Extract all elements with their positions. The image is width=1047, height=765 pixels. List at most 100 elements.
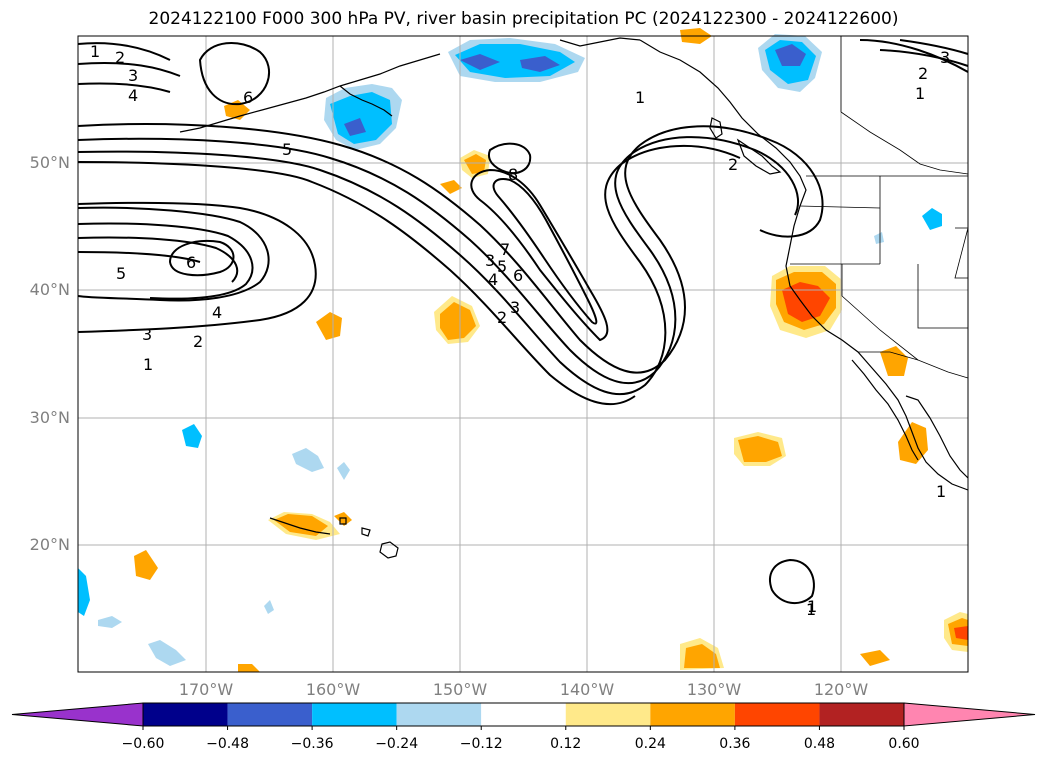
colorbar-extend-min [11, 702, 144, 727]
contour-label: 3 [940, 48, 951, 67]
contour-label: 6 [186, 253, 197, 272]
contour-label: 1 [635, 88, 646, 107]
aleutian-islands [179, 53, 441, 133]
pos-area-hawaii-core [274, 514, 328, 536]
contour-jet-4 [77, 161, 636, 406]
contour-label: 1 [915, 84, 926, 103]
baja-california [851, 359, 919, 461]
neg-area-w-edge [78, 568, 90, 616]
pos-area-mid-n-core [464, 154, 486, 174]
neg-area-aleutian-core [330, 92, 392, 144]
contour-west-6 [168, 240, 235, 277]
neg-area-sw-2 [292, 448, 324, 472]
contour-label: 2 [115, 48, 126, 67]
precip-shading [78, 28, 968, 672]
contour-center-8 [488, 142, 532, 174]
hawaii-oahu [339, 517, 347, 525]
contour-west-low [77, 201, 317, 333]
bc-alberta-border [840, 111, 969, 175]
contour-ne-1 [859, 39, 969, 73]
lat-label-20n: 20°N [29, 535, 70, 554]
contour-label: 6 [513, 266, 524, 285]
contour-label: 4 [212, 303, 223, 322]
contour-label: 1 [807, 597, 818, 616]
contour-jet-2 [77, 136, 800, 385]
contour-label: 5 [116, 264, 127, 283]
lon-label-140w: 140°W [559, 680, 615, 699]
neg-area-sw-3 [337, 462, 350, 480]
borders [790, 36, 969, 379]
contour-label: 5 [282, 140, 293, 159]
pos-area-sw-1 [134, 550, 158, 580]
lat-label-50n: 50°N [29, 153, 70, 172]
pos-area-central-2 [316, 312, 342, 340]
lon-label-150w: 150°W [432, 680, 488, 699]
lon-label-120w: 120°W [813, 680, 869, 699]
pos-area-central-1-core [440, 302, 476, 340]
colorbar-tick-label: 0.48 [803, 736, 836, 752]
colorbar-tick-label: −0.48 [206, 736, 249, 752]
colorbar-tick-label: −0.24 [375, 736, 419, 752]
wa-or-border [799, 205, 881, 209]
hawaii-big-island [379, 541, 399, 559]
contour-ne-3 [899, 39, 969, 55]
hawaii-main [269, 517, 331, 535]
contour-trough-inner-1 [470, 168, 609, 342]
contour-nw-6 [198, 41, 270, 106]
colorbar-tick-label: 0.24 [634, 736, 666, 752]
contour-nw-1 [77, 42, 171, 61]
map-title: 2024122100 F000 300 hPa PV, river basin … [148, 9, 899, 29]
gridlines [78, 36, 968, 672]
nv-ca-border [841, 264, 919, 361]
neg-area-s-3 [264, 600, 274, 614]
contour-nw-3 [77, 82, 171, 93]
colorbar-outline [142, 702, 905, 727]
contour-label: 1 [806, 600, 817, 619]
neg-area-alaska-panhandle-deep [775, 44, 806, 66]
neg-area-s-2 [148, 640, 186, 666]
lon-label-130w: 130°W [686, 680, 742, 699]
contour-label: 7 [500, 240, 511, 259]
colorbar-tick-label: −0.60 [121, 736, 165, 752]
alaska-peninsula [339, 85, 393, 117]
pv-contours [77, 39, 969, 605]
colorbar-tick-label: −0.36 [290, 736, 334, 752]
contour-west-2 [77, 251, 201, 263]
colorbar-segment [143, 703, 228, 726]
colorbar-extend-max [903, 702, 1036, 727]
colorbar-tick-label: 0.12 [550, 736, 582, 752]
contour-jet-3 [77, 144, 741, 395]
contour-label: 3 [128, 66, 139, 85]
colorbar-segment [312, 703, 397, 726]
neg-area-s-1 [98, 616, 122, 628]
coastlines [179, 37, 969, 559]
contour-label: 3 [510, 298, 521, 317]
contour-label: 1 [143, 355, 154, 374]
colorbar-tick-label: −0.12 [459, 736, 503, 752]
neg-area-gulf-alaska-deep [460, 54, 560, 72]
pos-area-hawaii-2 [334, 512, 352, 526]
contour-label: 3 [485, 251, 496, 270]
contour-label: 4 [128, 86, 139, 105]
pos-area-s-1-core [684, 644, 720, 668]
contour-label: 8 [508, 165, 519, 184]
hawaii-maui [361, 527, 371, 537]
contour-label: 5 [497, 257, 508, 276]
contour-label: 1 [936, 482, 947, 501]
pos-area-mid-n2 [440, 180, 462, 194]
contour-west-3 [77, 236, 239, 283]
contour-nw-2 [77, 61, 181, 77]
contour-ne-2 [879, 49, 969, 67]
alaska-coast [559, 37, 641, 47]
colorbar-segment [227, 703, 313, 726]
contour-south-1 [769, 558, 815, 605]
pos-area-bottom [238, 664, 260, 672]
contour-west-4 [77, 222, 254, 300]
lon-label-160w: 160°W [305, 680, 361, 699]
colorbar-segment [565, 703, 651, 726]
contour-label: 2 [918, 64, 929, 83]
gulf-of-california [905, 395, 969, 479]
lat-label-40n: 40°N [29, 280, 70, 299]
pos-area-baja-n [880, 346, 908, 376]
